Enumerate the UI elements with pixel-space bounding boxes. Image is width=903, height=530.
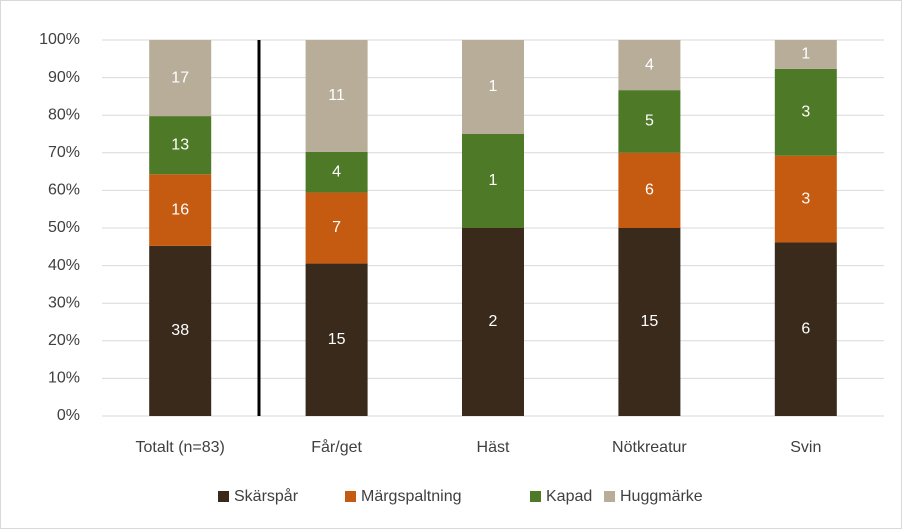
bar-segment bbox=[774, 242, 837, 416]
bar-segment bbox=[462, 40, 524, 134]
data-label: 3 bbox=[801, 190, 810, 207]
data-label: 16 bbox=[171, 201, 189, 218]
bar-segment bbox=[149, 245, 212, 416]
x-tick-label: Nötkreatur bbox=[612, 439, 687, 456]
bar-segment bbox=[305, 263, 368, 416]
legend-swatch bbox=[530, 491, 541, 502]
data-label: 2 bbox=[489, 313, 498, 330]
y-tick-label: 20% bbox=[48, 332, 80, 349]
data-label: 3 bbox=[801, 104, 810, 121]
x-tick-label: Svin bbox=[790, 439, 821, 456]
bar-segment bbox=[305, 40, 368, 152]
legend-label: Kapad bbox=[546, 488, 592, 505]
data-label: 1 bbox=[801, 46, 810, 63]
y-tick-label: 50% bbox=[48, 219, 80, 236]
y-tick-label: 90% bbox=[48, 69, 80, 86]
y-tick-label: 30% bbox=[48, 294, 80, 311]
y-tick-label: 100% bbox=[39, 31, 80, 48]
y-tick-label: 60% bbox=[48, 182, 80, 199]
data-label: 4 bbox=[332, 163, 341, 180]
bar-segment bbox=[618, 90, 681, 153]
data-label: 15 bbox=[641, 313, 659, 330]
data-label: 6 bbox=[645, 182, 654, 199]
data-label: 5 bbox=[645, 113, 654, 130]
data-label: 17 bbox=[171, 69, 189, 86]
y-tick-label: 80% bbox=[48, 106, 80, 123]
bar-segment bbox=[618, 152, 681, 228]
data-label: 15 bbox=[328, 331, 346, 348]
y-tick-label: 70% bbox=[48, 144, 80, 161]
legend-label: Huggmärke bbox=[620, 488, 703, 505]
x-tick-label: Får/get bbox=[311, 438, 362, 456]
x-tick-label: Häst bbox=[477, 439, 510, 456]
data-label: 1 bbox=[489, 78, 498, 95]
bar-segment bbox=[618, 228, 681, 416]
data-label: 6 bbox=[801, 320, 810, 337]
bar-segment bbox=[149, 116, 212, 175]
legend-label: Skärspår bbox=[234, 487, 299, 505]
bar-segment bbox=[149, 40, 212, 117]
bar-segment bbox=[462, 134, 524, 228]
bar-segment bbox=[774, 68, 837, 156]
data-label: 13 bbox=[171, 136, 189, 153]
data-label: 11 bbox=[328, 87, 345, 104]
bar-segment bbox=[618, 40, 681, 91]
data-label: 38 bbox=[171, 322, 189, 339]
bar-segment bbox=[149, 174, 212, 246]
bar-segment bbox=[305, 192, 368, 264]
bar-segment bbox=[305, 151, 368, 193]
y-tick-label: 10% bbox=[48, 370, 80, 387]
x-tick-label: Totalt (n=83) bbox=[136, 439, 225, 456]
bar-segment bbox=[462, 228, 524, 416]
legend-swatch bbox=[218, 491, 229, 502]
legend-swatch bbox=[345, 491, 356, 502]
legend-label: Märgspaltning bbox=[361, 488, 462, 505]
data-label: 4 bbox=[645, 56, 654, 73]
data-label: 7 bbox=[332, 219, 341, 236]
legend-swatch bbox=[604, 491, 615, 502]
bar-segment bbox=[774, 155, 837, 243]
bar-segment bbox=[774, 40, 837, 69]
data-label: 1 bbox=[489, 172, 498, 189]
y-tick-label: 0% bbox=[57, 407, 80, 424]
y-tick-label: 40% bbox=[48, 257, 80, 274]
